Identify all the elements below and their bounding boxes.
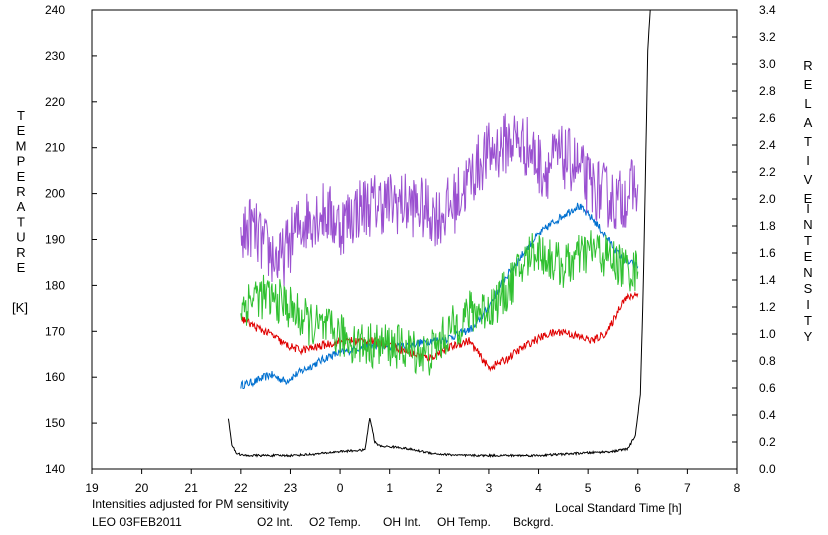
left-tick-label: 230 [45, 49, 65, 63]
left-tick-label: 160 [45, 370, 65, 384]
left-axis-letter: R [16, 184, 25, 199]
series-group [227, 9, 653, 458]
left-axis-letter: E [17, 169, 26, 184]
right-axis-letter: I [806, 153, 810, 168]
left-tick-label: 190 [45, 233, 65, 247]
right-axis-letter: R [803, 58, 812, 73]
x-tick-label: 1 [386, 481, 393, 495]
series-oh-int [240, 291, 639, 372]
left-axis-letter: M [16, 138, 27, 153]
right-axis-letter: E [804, 77, 813, 92]
right-axis-letter: E [804, 249, 813, 264]
left-tick-label: 140 [45, 462, 65, 476]
left-axis-letter: T [17, 108, 25, 123]
series-oh-temp [240, 230, 639, 376]
right-axis-letter: T [804, 134, 812, 149]
left-tick-label: 210 [45, 141, 65, 155]
sensitivity-note: Intensities adjusted for PM sensitivity [92, 497, 289, 511]
right-tick-label: 1.8 [759, 219, 776, 233]
left-tick-label: 200 [45, 187, 65, 201]
x-tick-label: 19 [85, 481, 99, 495]
right-tick-label: 1.6 [759, 246, 776, 260]
x-axis-label: Local Standard Time [h] [555, 501, 682, 515]
right-tick-label: 0.0 [759, 462, 776, 476]
x-tick-label: 6 [634, 481, 641, 495]
right-axis-letter: A [804, 115, 813, 130]
left-tick-label: 170 [45, 324, 65, 338]
right-tick-label: 0.6 [759, 381, 776, 395]
x-tick-label: 20 [135, 481, 149, 495]
x-tick-label: 8 [734, 481, 741, 495]
x-tick-label: 5 [585, 481, 592, 495]
left-axis: 140 150 160 170 180 190 200 210 220 230 240 [45, 3, 97, 476]
right-tick-label: 3.0 [759, 57, 776, 71]
right-axis-letter: E [804, 191, 813, 206]
right-tick-label: 2.0 [759, 192, 776, 206]
legend-bckgrd: Bckgrd. [513, 515, 554, 529]
left-axis-letter: E [17, 123, 26, 138]
legend-oh-int: OH Int. [383, 515, 421, 529]
right-tick-label: 2.2 [759, 165, 776, 179]
right-tick-label: 1.0 [759, 327, 776, 341]
right-tick-label: 2.8 [759, 84, 776, 98]
left-tick-label: 180 [45, 278, 65, 292]
legend-oh-temp: OH Temp. [437, 515, 491, 529]
right-axis-letter: L [804, 96, 811, 111]
x-tick-label: 4 [535, 481, 542, 495]
right-tick-label: 0.8 [759, 354, 776, 368]
right-axis: 0.0 0.2 0.4 0.6 0.8 1.0 1.2 1.4 1.6 1.8 2.0 2.2 2.4 2… [732, 3, 776, 476]
series-o2-temp [240, 113, 639, 287]
left-axis-letter: T [17, 214, 25, 229]
right-axis-letter: T [804, 233, 812, 248]
right-tick-label: 3.2 [759, 30, 776, 44]
left-axis-letter: A [17, 199, 26, 214]
left-axis-letter: P [17, 154, 26, 169]
left-tick-label: 240 [45, 3, 65, 17]
left-tick-label: 220 [45, 95, 65, 109]
legend-o2-int: O2 Int. [257, 515, 293, 529]
station-date-label: LEO 03FEB2011 [92, 515, 182, 529]
left-tick-label: 150 [45, 416, 65, 430]
left-axis-letter: R [16, 245, 25, 260]
right-axis-letter: V [804, 172, 813, 187]
right-tick-label: 0.4 [759, 408, 776, 422]
x-tick-label: 23 [284, 481, 298, 495]
right-tick-label: 0.2 [759, 435, 776, 449]
right-tick-label: 2.4 [759, 138, 776, 152]
right-tick-label: 3.4 [759, 3, 776, 17]
left-axis-letter: U [16, 230, 25, 245]
right-axis-letter: N [803, 217, 812, 232]
x-tick-label: 2 [436, 481, 443, 495]
plot-frame [91, 9, 738, 470]
right-tick-label: 1.2 [759, 300, 776, 314]
left-axis-unit: [K] [12, 300, 28, 315]
right-axis-letter: S [804, 281, 813, 296]
x-axis: 19 20 21 22 23 0 1 2 3 4 5 6 7 8 [85, 469, 741, 495]
right-tick-label: 2.6 [759, 111, 776, 125]
series-bckgrd [227, 9, 653, 458]
right-tick-label: 1.4 [759, 273, 776, 287]
legend-o2-temp: O2 Temp. [309, 515, 361, 529]
right-axis-letter: I [806, 297, 810, 312]
right-axis-letter: T [804, 313, 812, 328]
right-axis-letter: N [803, 265, 812, 280]
left-axis-letter: E [17, 260, 26, 275]
right-axis-letter: I [806, 201, 810, 216]
x-tick-label: 21 [185, 481, 199, 495]
x-tick-label: 0 [337, 481, 344, 495]
x-tick-label: 22 [234, 481, 248, 495]
right-axis-letter: Y [804, 329, 813, 344]
x-tick-label: 3 [486, 481, 493, 495]
x-tick-label: 7 [684, 481, 691, 495]
